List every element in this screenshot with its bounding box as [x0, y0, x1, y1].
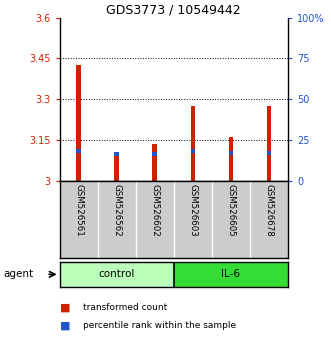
Bar	[191, 106, 195, 181]
Text: IL-6: IL-6	[221, 269, 240, 279]
Bar	[267, 151, 271, 155]
Bar	[115, 152, 119, 156]
Text: GSM526602: GSM526602	[150, 184, 159, 237]
Bar	[153, 152, 157, 156]
Bar	[115, 152, 119, 181]
Text: GSM526605: GSM526605	[226, 184, 235, 237]
Bar	[76, 65, 81, 181]
Bar	[174, 262, 288, 287]
Bar	[229, 137, 233, 181]
Text: GSM526561: GSM526561	[74, 184, 83, 237]
Text: ■: ■	[60, 321, 70, 331]
Bar	[60, 262, 174, 287]
Bar	[229, 151, 233, 155]
Text: percentile rank within the sample: percentile rank within the sample	[83, 321, 236, 330]
Text: transformed count: transformed count	[83, 303, 167, 313]
Title: GDS3773 / 10549442: GDS3773 / 10549442	[107, 4, 241, 17]
Bar	[153, 144, 157, 181]
Text: GSM526562: GSM526562	[112, 184, 121, 237]
Text: ■: ■	[60, 303, 70, 313]
Text: agent: agent	[3, 269, 33, 279]
Text: GSM526603: GSM526603	[188, 184, 197, 237]
Bar	[191, 149, 195, 153]
Text: GSM526678: GSM526678	[264, 184, 273, 237]
Bar	[267, 106, 271, 181]
Bar	[76, 149, 81, 153]
Text: control: control	[99, 269, 135, 279]
